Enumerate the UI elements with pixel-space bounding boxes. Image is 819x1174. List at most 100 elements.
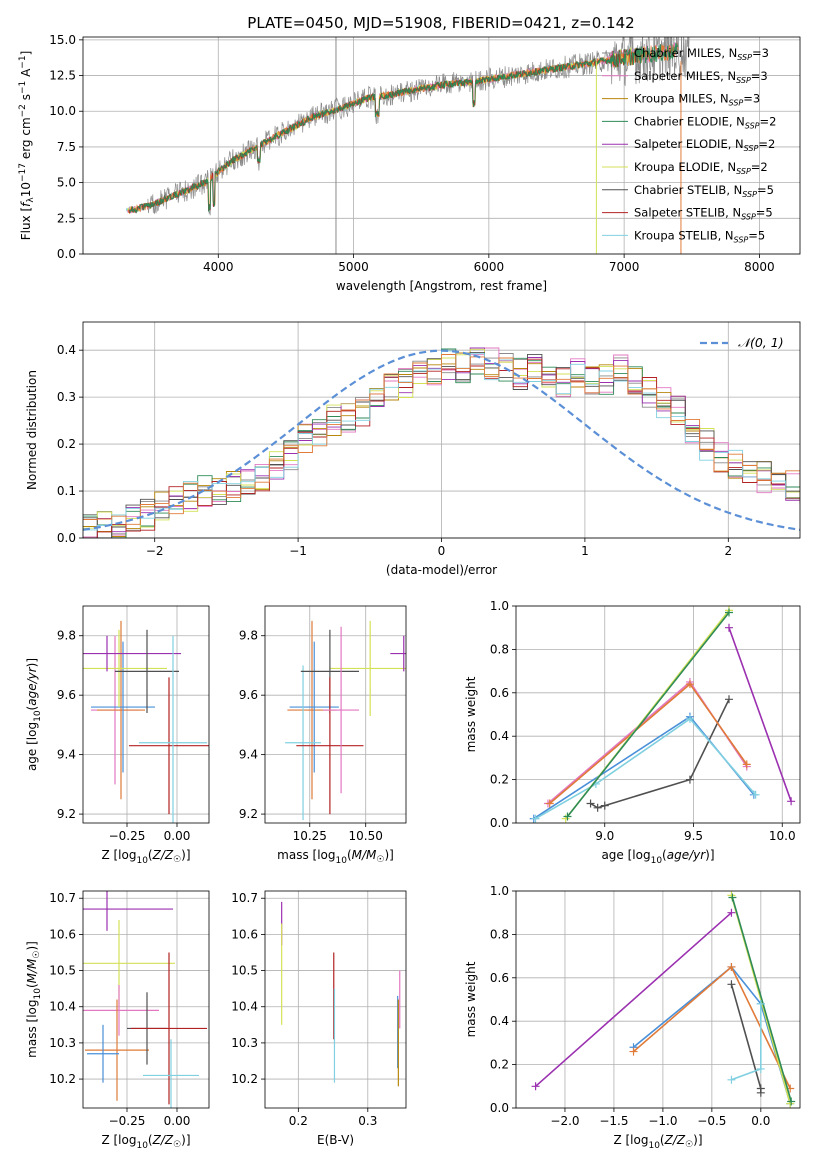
axes-frame bbox=[82, 890, 210, 1109]
plot-area-age_vs_mass bbox=[285, 620, 406, 821]
y-tick-label: 9.8 bbox=[57, 629, 76, 643]
legend-label: Chabrier MILES, NSSP=3 bbox=[634, 46, 769, 62]
y-tick-label: 10.4 bbox=[49, 1000, 76, 1014]
legend-label: Salpeter ELODIE, NSSP=2 bbox=[634, 137, 775, 153]
y-tick-label: 9.4 bbox=[239, 748, 258, 762]
weight-line bbox=[535, 717, 757, 820]
y-tick-label: 0.1 bbox=[57, 484, 76, 498]
x-tick-label: −0.25 bbox=[109, 829, 146, 843]
x-tick-label: −1.0 bbox=[648, 1114, 677, 1128]
axes-age_vs_mass: 10.25 10.50 9.2 9.4 9.6 9.8 mass [log10(M/M☉)] bbox=[239, 605, 407, 866]
x-tick-label: 6000 bbox=[474, 260, 505, 274]
x-tick-label: 0.3 bbox=[358, 1114, 377, 1128]
weight-marker bbox=[727, 1075, 736, 1084]
y-axis-label: mass weight bbox=[464, 961, 478, 1037]
y-tick-label: 0.6 bbox=[490, 686, 509, 700]
y-tick-label: 9.4 bbox=[57, 748, 76, 762]
x-tick-label: 0.00 bbox=[164, 829, 191, 843]
weight-marker bbox=[685, 680, 694, 689]
axes-frame bbox=[82, 605, 210, 824]
weight-line bbox=[730, 984, 762, 1093]
weight-marker bbox=[728, 893, 737, 902]
axes-frame bbox=[264, 890, 407, 1109]
legend-label: Salpeter MILES, NSSP=3 bbox=[634, 69, 768, 85]
y-tick-label: 0.0 bbox=[490, 1101, 509, 1115]
weight-line bbox=[731, 1003, 762, 1081]
x-tick-label: 9.5 bbox=[684, 829, 703, 843]
legend-label: Kroupa STELIB, NSSP=5 bbox=[634, 228, 765, 244]
x-tick-label: 4000 bbox=[203, 260, 234, 274]
plot-area-weight_vs_age bbox=[529, 606, 796, 823]
x-axis-label: E(B-V) bbox=[317, 1133, 354, 1147]
legend-label: Kroupa MILES, NSSP=3 bbox=[634, 92, 760, 108]
residual-histogram bbox=[83, 347, 800, 538]
x-axis-label: Z [log10(Z/Z☉)] bbox=[101, 848, 190, 866]
y-tick-label: 10.4 bbox=[231, 1000, 258, 1014]
weight-marker bbox=[787, 797, 796, 806]
weight-line bbox=[533, 715, 755, 820]
axes-frame bbox=[82, 36, 801, 255]
y-tick-label: 0.0 bbox=[57, 531, 76, 545]
y-tick-label: 10.7 bbox=[231, 891, 258, 905]
weight-marker bbox=[742, 760, 751, 769]
y-tick-label: 0.8 bbox=[490, 927, 509, 941]
plot-area-weight_vs_Z bbox=[531, 891, 796, 1108]
weight-marker bbox=[756, 1064, 765, 1073]
model-spectrum-line bbox=[129, 42, 679, 214]
axes-frame bbox=[82, 321, 801, 539]
y-tick-label: 9.2 bbox=[57, 807, 76, 821]
y-axis-label: mass weight bbox=[464, 676, 478, 752]
y-tick-label: 12.5 bbox=[49, 69, 76, 83]
weight-line bbox=[590, 698, 730, 809]
y-tick-label: 15.0 bbox=[49, 33, 76, 47]
residual-histogram bbox=[83, 350, 800, 531]
weight-marker bbox=[586, 799, 595, 808]
weight-marker bbox=[725, 623, 733, 632]
y-axis-label: mass [log10(M/M☉)] bbox=[25, 941, 43, 1058]
weight-line bbox=[535, 912, 732, 1087]
x-tick-label: 9.0 bbox=[595, 829, 614, 843]
y-tick-label: 7.5 bbox=[57, 140, 76, 154]
y-tick-label: 9.6 bbox=[57, 688, 76, 702]
plot-area-age_vs_Z bbox=[83, 620, 209, 823]
y-tick-label: 9.8 bbox=[239, 629, 258, 643]
y-tick-label: 10.7 bbox=[49, 891, 76, 905]
y-tick-label: 0.0 bbox=[490, 816, 509, 830]
axes-spectrum: 4000 5000 6000 7000 8000 0.0 2.5 5.0 7.5 10.0 12.5… bbox=[18, 33, 801, 293]
legend-label: Salpeter STELIB, NSSP=5 bbox=[634, 206, 773, 222]
x-tick-label: −1 bbox=[289, 544, 307, 558]
axes-frame bbox=[264, 605, 407, 824]
y-tick-label: 0.2 bbox=[57, 437, 76, 451]
axes-residuals: −2 −1 0 1 2 0.0 0.1 0.2 0.3 0.4 (data-model)/error… bbox=[25, 321, 801, 577]
y-tick-label: 0.4 bbox=[490, 1014, 509, 1028]
y-tick-label: 0.2 bbox=[490, 1058, 509, 1072]
x-tick-label: 0.00 bbox=[164, 1114, 191, 1128]
y-axis-label: Flux [fλ10−17 erg cm−2 s−1 A−1] bbox=[18, 51, 36, 241]
x-tick-label: −2 bbox=[146, 544, 164, 558]
axes-weight_vs_Z: −2.0 −1.5 −1.0 −0.5 0.0 0.0 0.2 0.4 0.6 0.8 1.0 Z [… bbox=[464, 884, 801, 1151]
weight-marker bbox=[756, 999, 765, 1008]
y-tick-label: 10.6 bbox=[231, 927, 258, 941]
legend-label: Chabrier ELODIE, NSSP=2 bbox=[634, 114, 776, 130]
legend: 𝒩(0, 1) bbox=[700, 335, 784, 350]
x-tick-label: 10.25 bbox=[293, 829, 327, 843]
axes-frame bbox=[515, 605, 801, 824]
y-tick-label: 0.0 bbox=[57, 247, 76, 261]
x-tick-label: 0.2 bbox=[289, 1114, 308, 1128]
weight-marker bbox=[787, 1097, 796, 1106]
weight-marker bbox=[545, 799, 554, 808]
weight-line bbox=[728, 627, 792, 802]
x-tick-label: −2.0 bbox=[550, 1114, 579, 1128]
x-axis-label: Z [log10(Z/Z☉)] bbox=[101, 1133, 190, 1151]
y-tick-label: 1.0 bbox=[490, 599, 509, 613]
weight-marker bbox=[629, 1047, 638, 1056]
normal-curve bbox=[83, 349, 800, 531]
x-axis-label: Z [log10(Z/Z☉)] bbox=[613, 1133, 702, 1151]
y-tick-label: 0.6 bbox=[490, 971, 509, 985]
y-tick-label: 10.3 bbox=[231, 1036, 258, 1050]
y-tick-label: 9.6 bbox=[239, 688, 258, 702]
model-spectrum-line bbox=[128, 47, 639, 214]
y-tick-label: 2.5 bbox=[57, 211, 76, 225]
x-axis-label: age [log10(age/yr)] bbox=[601, 848, 714, 866]
